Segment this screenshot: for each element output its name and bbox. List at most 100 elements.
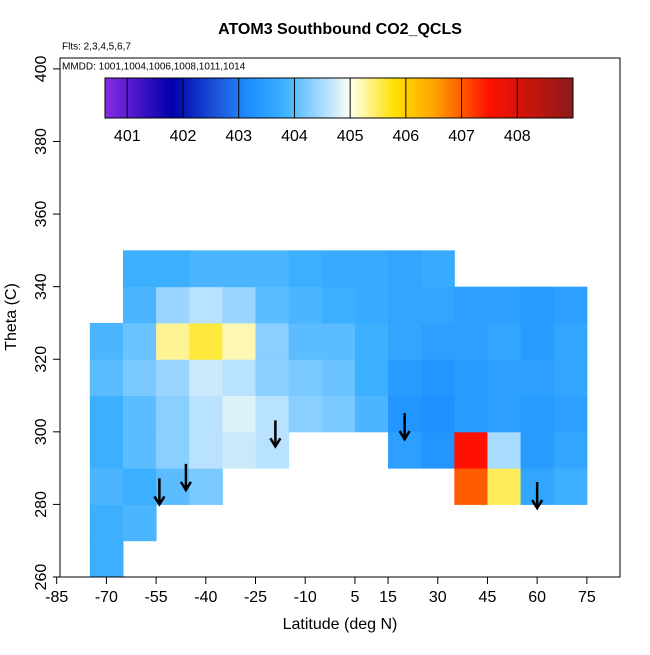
y-tick-label: 400 bbox=[33, 55, 50, 82]
heatmap-cell bbox=[388, 250, 422, 288]
y-tick-label: 360 bbox=[33, 201, 50, 228]
heatmap-cell bbox=[222, 250, 257, 288]
heatmap-cell bbox=[222, 322, 257, 360]
heatmap-cell bbox=[454, 431, 488, 469]
colorbar-tick-label: 402 bbox=[170, 128, 197, 145]
heatmap-cell bbox=[288, 322, 323, 360]
heatmap-cell bbox=[354, 359, 389, 397]
heatmap-cell bbox=[553, 468, 588, 505]
heatmap-cell bbox=[321, 395, 356, 433]
heatmap-cell bbox=[454, 359, 488, 397]
heatmap-cell bbox=[388, 359, 422, 397]
heatmap-cell bbox=[189, 250, 223, 288]
heatmap-cell bbox=[487, 322, 522, 360]
x-tick-label: -70 bbox=[95, 589, 118, 606]
heatmap-cell bbox=[354, 322, 389, 360]
heatmap-cell bbox=[189, 322, 223, 360]
heatmap-cell bbox=[454, 322, 488, 360]
heatmap-cell bbox=[421, 322, 455, 360]
heatmap-cell bbox=[122, 431, 157, 469]
heatmap-cell bbox=[388, 322, 422, 360]
heatmap-cell bbox=[288, 250, 323, 288]
heatmap-cell bbox=[222, 286, 257, 324]
heatmap-cell bbox=[553, 286, 588, 324]
heatmap-cell bbox=[487, 395, 522, 433]
heatmap-cell bbox=[89, 468, 124, 505]
heatmap-cell bbox=[487, 286, 522, 324]
heatmap-cell bbox=[553, 395, 588, 433]
x-tick-label: -85 bbox=[45, 589, 68, 606]
heatmap-cell bbox=[122, 322, 157, 360]
heatmap-cell bbox=[222, 359, 257, 397]
colorbar bbox=[104, 77, 574, 119]
x-tick-label: 15 bbox=[379, 589, 397, 606]
heatmap-cell bbox=[487, 359, 522, 397]
heatmap-cell bbox=[89, 540, 124, 578]
heatmap-cell bbox=[354, 250, 389, 288]
heatmap-cell bbox=[122, 286, 157, 324]
colorbar-tick-label: 406 bbox=[393, 128, 420, 145]
x-tick-label: 45 bbox=[479, 589, 497, 606]
heatmap-cell bbox=[255, 286, 290, 324]
x-tick-label: -40 bbox=[194, 589, 217, 606]
heatmap-cell bbox=[222, 395, 257, 433]
heatmap-cell bbox=[520, 322, 555, 360]
heatmap-cell bbox=[156, 250, 190, 288]
x-axis-label: Latitude (deg N) bbox=[283, 616, 398, 633]
heatmap-cell bbox=[156, 359, 190, 397]
y-axis-label: Theta (C) bbox=[3, 283, 20, 351]
heatmap-cell bbox=[89, 431, 124, 469]
x-tick-label: 30 bbox=[429, 589, 447, 606]
heatmap-cell bbox=[520, 395, 555, 433]
heatmap-cell bbox=[255, 250, 290, 288]
heatmap-cell bbox=[321, 286, 356, 324]
heatmap-cell bbox=[321, 250, 356, 288]
y-tick-label: 280 bbox=[33, 491, 50, 518]
heatmap-cell bbox=[189, 359, 223, 397]
heatmap-cell bbox=[89, 395, 124, 433]
colorbar-tick-label: 404 bbox=[281, 128, 308, 145]
y-tick-label: 380 bbox=[33, 128, 50, 155]
x-tick-label: 60 bbox=[528, 589, 546, 606]
heatmap-cell bbox=[321, 322, 356, 360]
heatmap-cell bbox=[156, 431, 190, 469]
heatmap-cell bbox=[189, 431, 223, 469]
y-tick-label: 300 bbox=[33, 418, 50, 445]
x-tick-label: -10 bbox=[294, 589, 317, 606]
heatmap-cell bbox=[487, 431, 522, 469]
colorbar-tick-label: 403 bbox=[225, 128, 252, 145]
x-tick-label: -25 bbox=[244, 589, 267, 606]
heatmap-cell bbox=[421, 431, 455, 469]
x-tick-label: 5 bbox=[350, 589, 359, 606]
heatmap-cell bbox=[520, 359, 555, 397]
colorbar-tick-label: 408 bbox=[504, 128, 531, 145]
arrow bbox=[269, 420, 282, 449]
y-tick-label: 320 bbox=[33, 346, 50, 373]
heatmap-cell bbox=[421, 359, 455, 397]
heatmap-cell bbox=[454, 395, 488, 433]
heatmap-cell bbox=[189, 395, 223, 433]
heatmap-cell bbox=[288, 359, 323, 397]
heatmap-cell bbox=[156, 395, 190, 433]
heatmap-cell bbox=[553, 322, 588, 360]
heatmap-cell bbox=[520, 286, 555, 324]
heatmap-cell bbox=[553, 359, 588, 397]
heatmap bbox=[89, 250, 588, 578]
heatmap-cell bbox=[255, 395, 290, 433]
heatmap-cell bbox=[122, 359, 157, 397]
heatmap-cell bbox=[222, 431, 257, 469]
heatmap-cell bbox=[122, 250, 157, 288]
x-tick-label: 75 bbox=[578, 589, 596, 606]
heatmap-cell bbox=[255, 359, 290, 397]
plot-frame bbox=[59, 57, 621, 578]
heatmap-cell bbox=[156, 286, 190, 324]
y-tick-label: 340 bbox=[33, 273, 50, 300]
heatmap-cell bbox=[89, 322, 124, 360]
heatmap-cell bbox=[421, 250, 455, 288]
heatmap-cell bbox=[520, 431, 555, 469]
colorbar-tick-label: 401 bbox=[114, 128, 141, 145]
heatmap-cell bbox=[354, 286, 389, 324]
heatmap-cell bbox=[89, 359, 124, 397]
heatmap-cell bbox=[487, 468, 522, 505]
